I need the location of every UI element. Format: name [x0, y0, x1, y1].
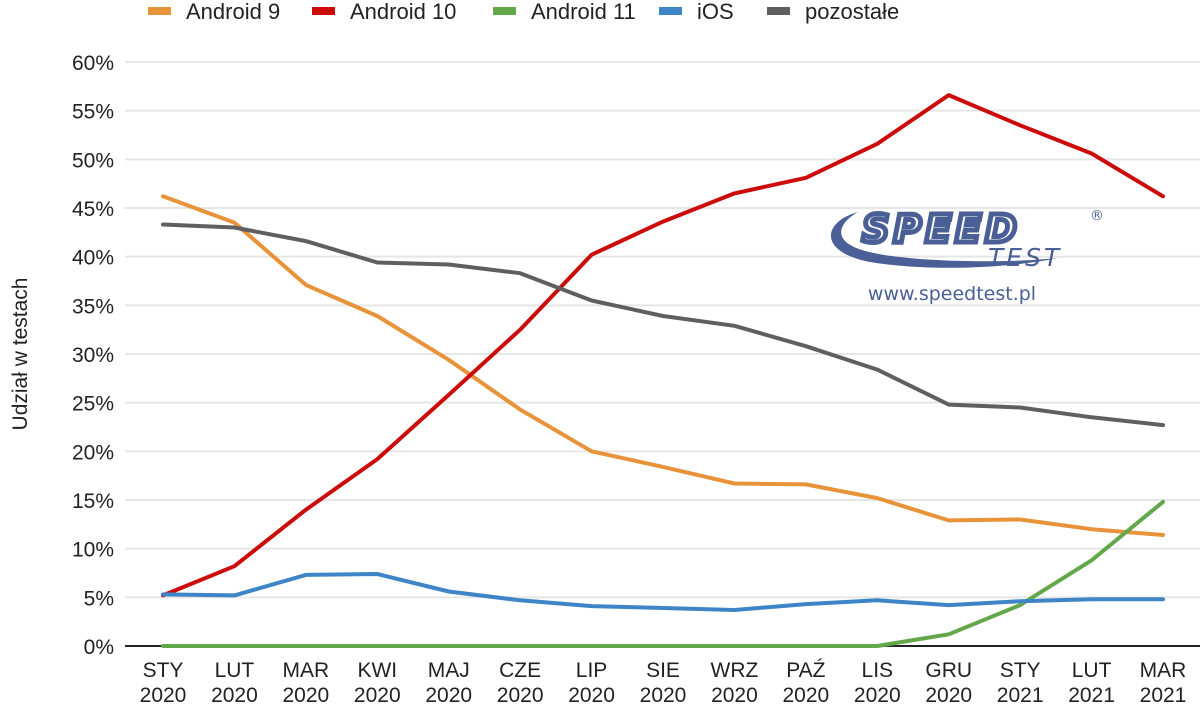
x-tick-label-year: 2020: [568, 684, 615, 705]
x-tick-label-month: MAR: [1140, 659, 1187, 682]
legend-swatch: [312, 7, 335, 15]
y-tick-label: 55%: [72, 101, 114, 124]
x-tick-label-year: 2020: [354, 684, 401, 705]
x-tick-label-year: 2021: [997, 684, 1044, 705]
x-tick-label-month: MAJ: [428, 659, 470, 682]
x-tick-label-year: 2020: [640, 684, 687, 705]
legend-swatch: [659, 7, 682, 15]
x-tick-label-year: 2020: [782, 684, 829, 705]
series-line-ios: [161, 572, 1165, 612]
legend-item-ios: iOS: [659, 0, 734, 24]
x-tick-label-year: 2020: [282, 684, 329, 705]
x-axis-ticks: STY2020LUT2020MAR2020KWI2020MAJ2020CZE20…: [140, 659, 1187, 705]
y-tick-label: 25%: [72, 393, 114, 416]
x-tick-label-month: STY: [1000, 659, 1041, 682]
speedtest-watermark: SPEED ® TEST www.speedtest.pl: [830, 205, 1104, 305]
y-tick-label: 35%: [72, 295, 114, 318]
y-tick-label: 30%: [72, 344, 114, 367]
legend: Android 9 Android 10 Android 11 iOS pozostał…: [148, 0, 899, 24]
series-lines: [161, 93, 1165, 648]
gridlines: [125, 61, 1200, 599]
x-tick-label-year: 2021: [1068, 684, 1115, 705]
x-tick-label-month: LUT: [1072, 659, 1112, 682]
legend-label: iOS: [697, 0, 734, 24]
y-tick-label: 45%: [72, 198, 114, 221]
registered-mark: ®: [1090, 208, 1104, 224]
x-tick-label-month: MAR: [283, 659, 330, 682]
x-tick-label-year: 2020: [140, 684, 187, 705]
x-tick-label-year: 2020: [211, 684, 258, 705]
legend-item-android-10: Android 10: [312, 0, 456, 24]
x-tick-label-month: SIE: [646, 659, 680, 682]
logo-speed-text: SPEED: [862, 207, 1021, 251]
legend-item-android-11: Android 11: [493, 0, 636, 24]
legend-item-android-9: Android 9: [148, 0, 280, 24]
x-tick-label-year: 2021: [1140, 684, 1187, 705]
x-tick-label-year: 2020: [711, 684, 758, 705]
x-tick-label-month: LIS: [862, 659, 894, 682]
x-tick-label-month: LIP: [576, 659, 608, 682]
y-tick-label: 40%: [72, 247, 114, 270]
legend-item-pozosta-e: pozostałe: [767, 0, 899, 24]
x-tick-label-month: GRU: [925, 659, 972, 682]
x-tick-label-year: 2020: [854, 684, 901, 705]
y-tick-label: 10%: [72, 539, 114, 562]
y-tick-label: 0%: [84, 636, 114, 659]
x-tick-label-year: 2020: [925, 684, 972, 705]
logo-url: www.speedtest.pl: [868, 283, 1036, 305]
legend-swatch: [493, 7, 516, 15]
legend-swatch: [148, 7, 171, 15]
y-tick-label: 60%: [72, 52, 114, 75]
legend-swatch: [767, 7, 790, 15]
legend-label: Android 10: [350, 0, 456, 24]
logo-test-text: TEST: [988, 243, 1062, 272]
x-tick-label-month: PAŹ: [786, 659, 825, 682]
y-axis-title: Udział w testach: [9, 278, 32, 431]
x-tick-label-month: WRZ: [711, 659, 759, 682]
y-tick-label: 15%: [72, 490, 114, 513]
y-tick-label: 50%: [72, 149, 114, 172]
legend-label: pozostałe: [805, 0, 899, 24]
x-tick-label-year: 2020: [425, 684, 472, 705]
y-tick-label: 5%: [84, 587, 114, 610]
legend-label: Android 9: [186, 0, 280, 24]
x-tick-label-month: CZE: [499, 659, 541, 682]
x-tick-label-year: 2020: [497, 684, 544, 705]
y-tick-label: 20%: [72, 441, 114, 464]
legend-label: Android 11: [531, 0, 636, 24]
x-tick-label-month: KWI: [357, 659, 397, 682]
x-tick-label-month: LUT: [215, 659, 255, 682]
x-tick-label-month: STY: [143, 659, 184, 682]
y-axis-ticks: 0% 5% 10% 15% 20% 25% 30% 35% 40% 45% 50% 55% 60%: [72, 52, 114, 659]
